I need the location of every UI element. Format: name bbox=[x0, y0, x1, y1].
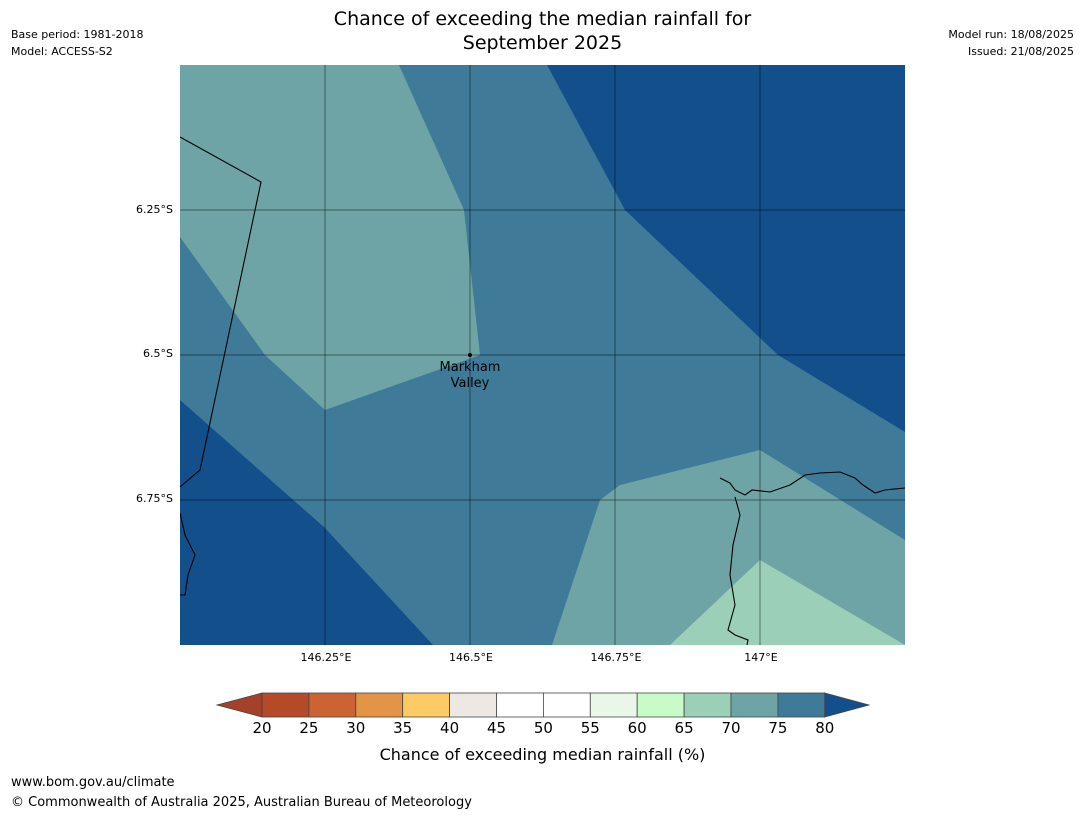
colorbar-segment-35-40 bbox=[402, 692, 450, 718]
markham-valley-marker bbox=[468, 353, 472, 357]
meta-right: Model run: 18/08/2025 Issued: 21/08/2025 bbox=[948, 26, 1074, 60]
colorbar-segment-60-65 bbox=[636, 692, 685, 718]
meta-left: Base period: 1981-2018 Model: ACCESS-S2 bbox=[11, 26, 143, 60]
colorbar-segment-50-55 bbox=[542, 692, 591, 718]
colorbar-segment-25-30 bbox=[308, 692, 357, 718]
map-title: Chance of exceeding the median rainfall … bbox=[0, 7, 1085, 55]
band-60-65-southeast bbox=[670, 560, 905, 645]
colorbar-tick-35: 35 bbox=[393, 719, 413, 737]
colorbar-segment-40-45 bbox=[449, 692, 497, 718]
y-tick-6-75: 6.75°S bbox=[136, 492, 173, 505]
title-line-2: September 2025 bbox=[462, 32, 623, 54]
x-tick-146-25: 146.25°E bbox=[300, 651, 352, 664]
colorbar-extend-low bbox=[215, 692, 263, 718]
colorbar-segment-70-75 bbox=[730, 692, 779, 718]
colorbar-segment-55-60 bbox=[589, 692, 638, 718]
colorbar-segment-20-25 bbox=[261, 692, 310, 718]
footer-copyright: © Commonwealth of Australia 2025, Austra… bbox=[11, 795, 472, 810]
colorbar-tick-75: 75 bbox=[768, 719, 788, 737]
base-period: Base period: 1981-2018 bbox=[11, 28, 144, 41]
colorbar-extend-high bbox=[824, 692, 871, 718]
band-75-80-southwest bbox=[180, 400, 433, 645]
colorbar-tick-50: 50 bbox=[533, 719, 553, 737]
y-tick-6-5: 6.5°S bbox=[143, 347, 173, 360]
x-tick-146-5: 146.5°E bbox=[449, 651, 493, 664]
colorbar-tick-80: 80 bbox=[815, 719, 835, 737]
title-line-1: Chance of exceeding the median rainfall … bbox=[333, 8, 752, 30]
coastlines-borders bbox=[180, 136, 905, 645]
colorbar-label: Chance of exceeding median rainfall (%) bbox=[379, 745, 706, 764]
model-name: Model: ACCESS-S2 bbox=[11, 45, 113, 58]
x-tick-146-75: 146.75°E bbox=[590, 651, 642, 664]
footer-url: www.bom.gov.au/climate bbox=[11, 775, 175, 790]
colorbar-segment-30-35 bbox=[355, 692, 404, 718]
y-tick-6-25: 6.25°S bbox=[136, 203, 173, 216]
issued-date: Issued: 21/08/2025 bbox=[967, 45, 1074, 58]
colorbar-tick-25: 25 bbox=[299, 719, 319, 737]
colorbar-tick-30: 30 bbox=[346, 719, 366, 737]
colorbar-tick-65: 65 bbox=[674, 719, 694, 737]
gridlines bbox=[180, 65, 905, 645]
colorbar-tick-60: 60 bbox=[627, 719, 647, 737]
x-tick-147: 147°E bbox=[744, 651, 778, 664]
colorbar-segment-65-70 bbox=[683, 692, 732, 718]
rainfall-map bbox=[180, 65, 905, 645]
band-75-80-northeast bbox=[547, 65, 905, 432]
place-label-markham-valley: Markham Valley bbox=[439, 360, 501, 391]
band-65-70-northwest bbox=[180, 65, 480, 410]
colorbar-tick-70: 70 bbox=[721, 719, 741, 737]
colorbar-segment-75-80 bbox=[777, 692, 826, 718]
model-run: Model run: 18/08/2025 bbox=[948, 28, 1074, 41]
colorbar-tick-40: 40 bbox=[440, 719, 460, 737]
colorbar-tick-45: 45 bbox=[486, 719, 507, 737]
colorbar bbox=[215, 692, 871, 718]
colorbar-segment-45-50 bbox=[496, 692, 544, 718]
colorbar-tick-20: 20 bbox=[252, 719, 272, 737]
colorbar-tick-55: 55 bbox=[580, 719, 600, 737]
